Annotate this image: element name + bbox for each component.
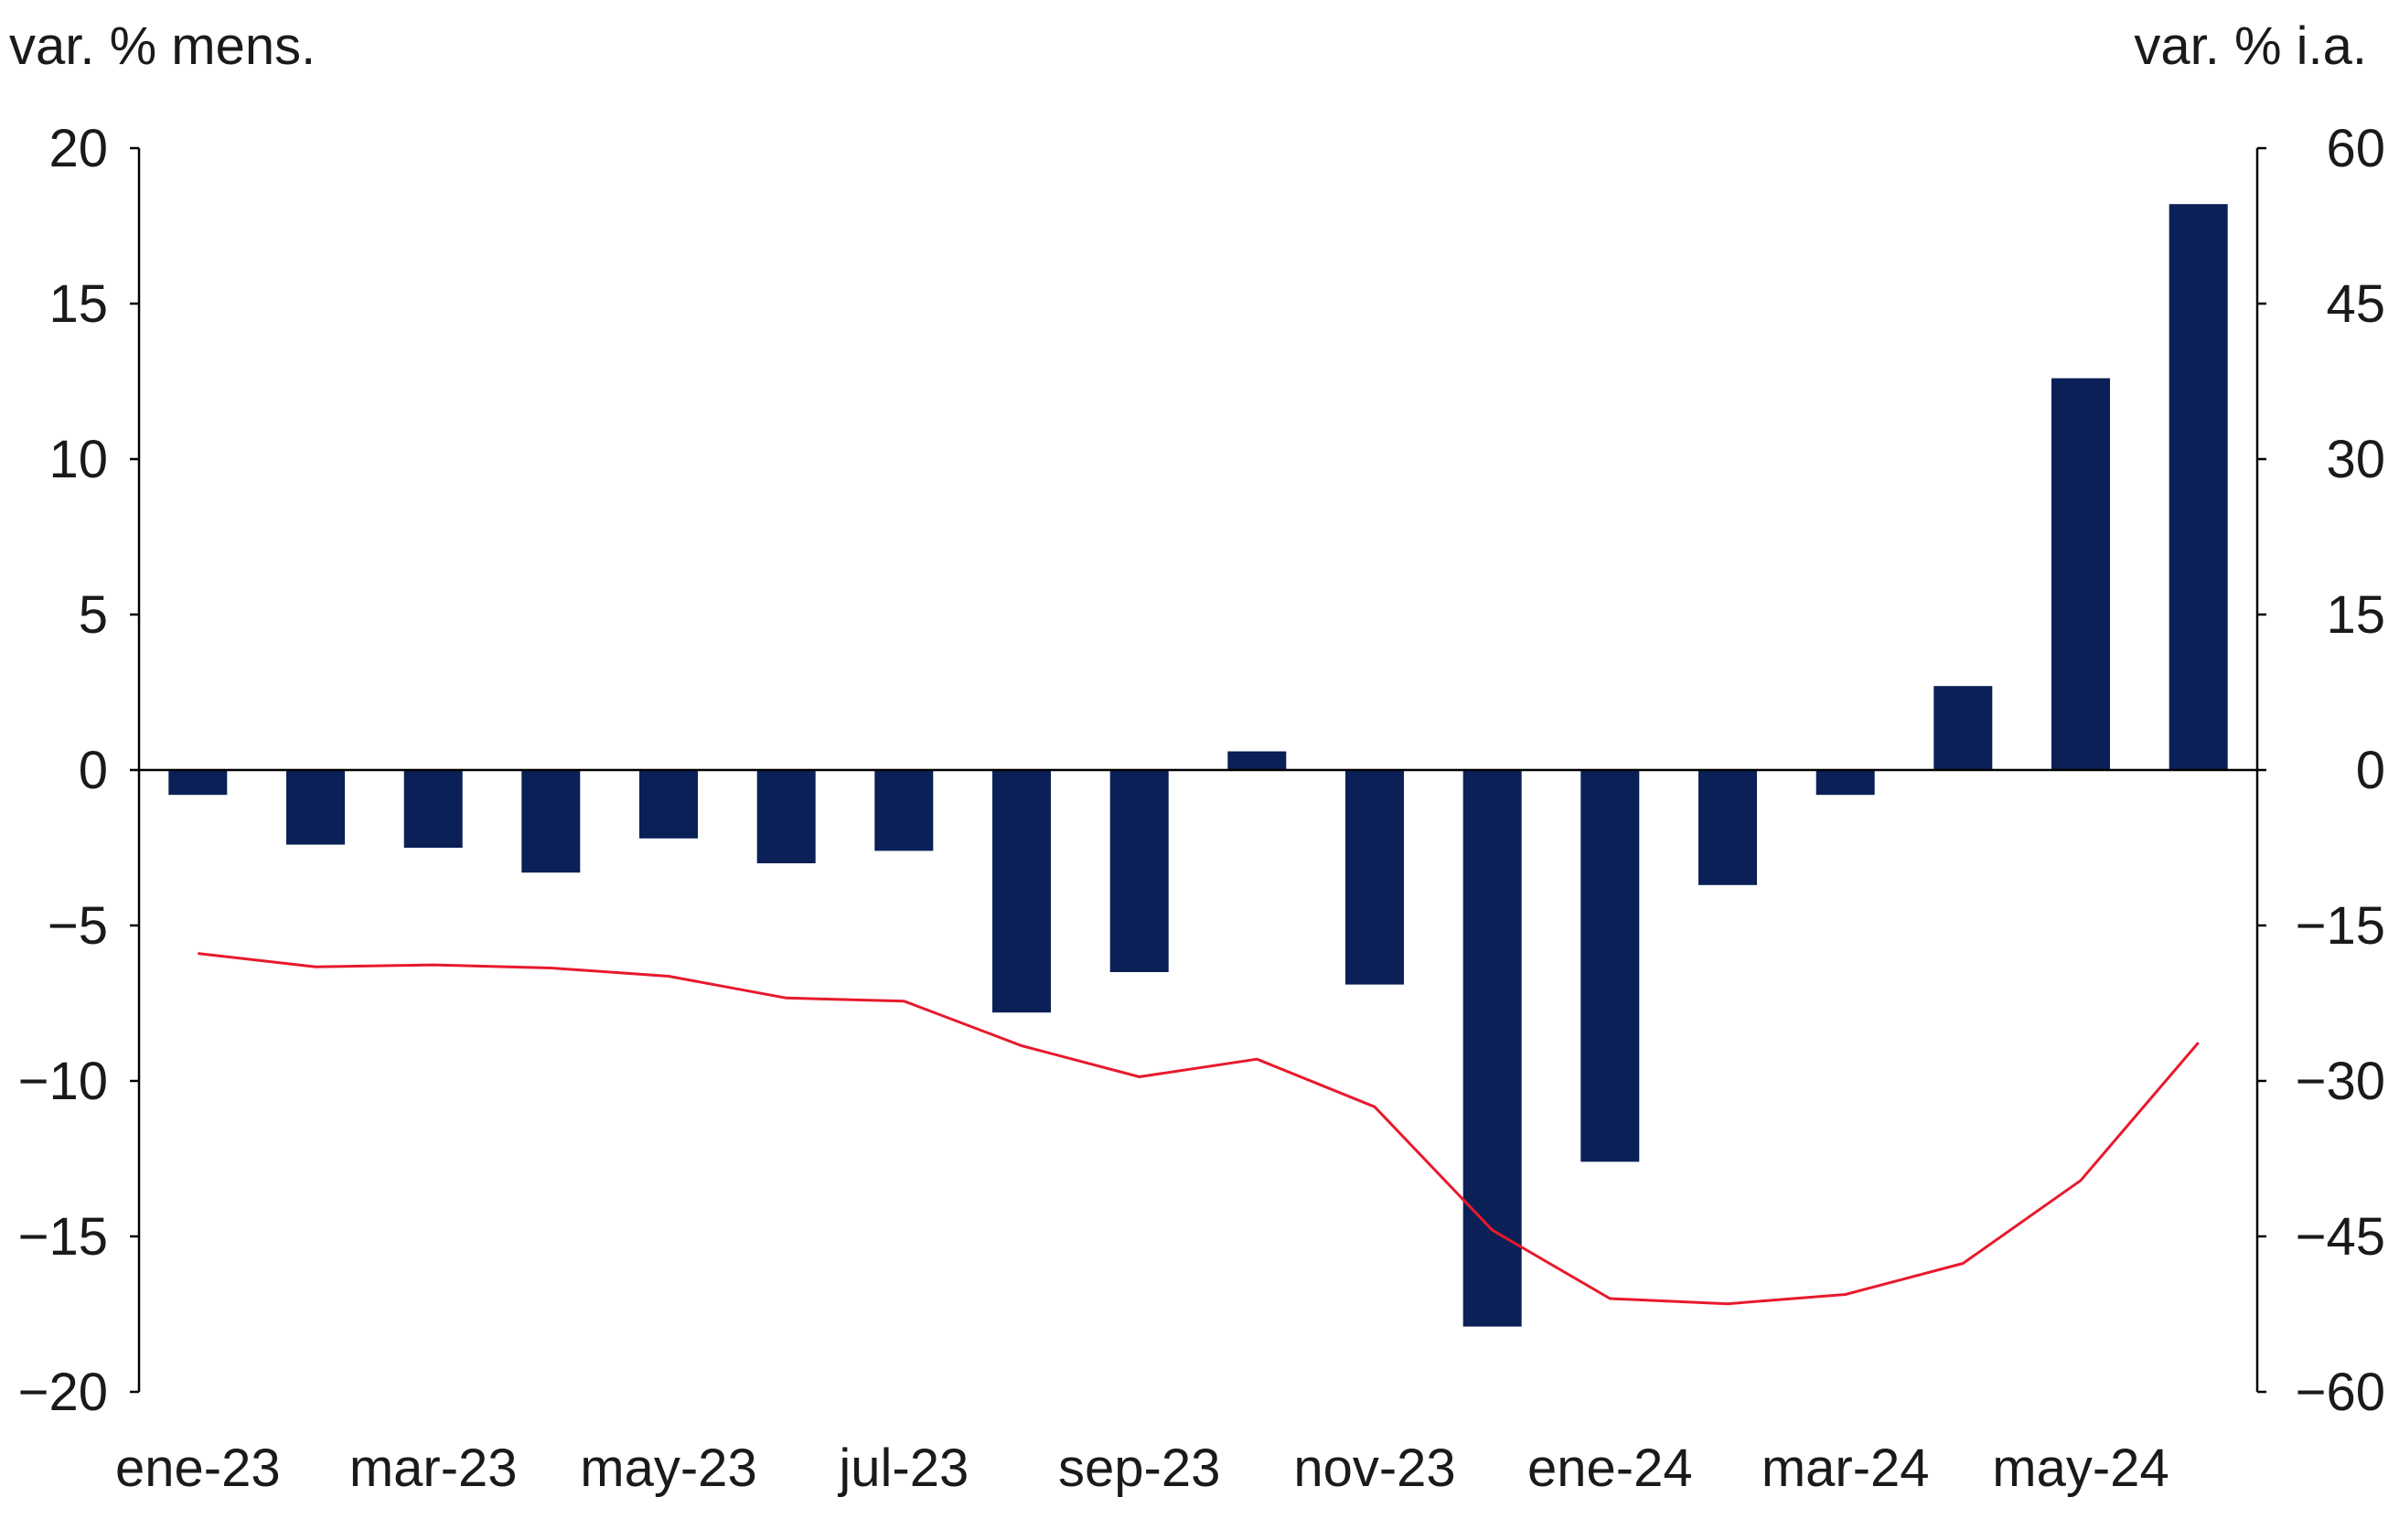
left-tick-label: −20 (18, 1363, 108, 1422)
right-axis-title: var. % i.a. (2134, 16, 2367, 76)
bar-ago-23 (992, 770, 1051, 1013)
bar-may-24 (2051, 378, 2110, 770)
x-tick-label: mar-24 (1762, 1438, 1930, 1498)
right-tick-label: −60 (2296, 1363, 2385, 1422)
x-tick-label: ene-23 (115, 1438, 281, 1498)
bar-sep-23 (1109, 770, 1169, 972)
right-tick-label: −15 (2296, 896, 2385, 956)
right-tick-label: 15 (2326, 585, 2385, 645)
x-tick-label: may-24 (1992, 1438, 2169, 1498)
bar-mar-24 (1815, 770, 1875, 796)
bar-oct-23 (1227, 751, 1287, 770)
bar-abr-24 (1933, 686, 1993, 770)
left-tick-label: 5 (79, 585, 108, 645)
bar-feb-24 (1698, 770, 1757, 885)
bar-jun-23 (756, 770, 816, 863)
x-tick-label: ene-24 (1527, 1438, 1693, 1498)
right-tick-label: −30 (2296, 1052, 2385, 1111)
line-yoy (198, 952, 2200, 1306)
bar-jun-24 (2169, 204, 2228, 770)
line-series (198, 952, 2200, 1306)
right-axis-ticks: 60 45 30 15 0 −15 −30 −45 −60 (2257, 119, 2385, 1422)
right-tick-label: 60 (2326, 119, 2385, 178)
left-tick-label: 20 (48, 119, 108, 178)
x-tick-label: jul-23 (837, 1438, 969, 1498)
right-tick-label: 30 (2326, 430, 2385, 489)
bar-series (168, 204, 2228, 1327)
bar-jul-23 (874, 770, 934, 851)
bar-may-23 (639, 770, 698, 839)
left-tick-label: −15 (18, 1207, 108, 1267)
x-axis-ticks: ene-23 mar-23 may-23 jul-23 sep-23 nov-23 ene-… (115, 1438, 2169, 1498)
left-tick-label: 0 (79, 741, 108, 800)
right-tick-label: 45 (2326, 274, 2385, 334)
x-tick-label: mar-23 (349, 1438, 518, 1498)
x-tick-label: may-23 (580, 1438, 756, 1498)
left-tick-label: 10 (48, 430, 108, 489)
right-tick-label: 0 (2356, 741, 2385, 800)
x-tick-label: nov-23 (1293, 1438, 1455, 1498)
bar-ene-24 (1580, 770, 1640, 1162)
left-tick-label: 15 (48, 274, 108, 334)
left-axis-title: var. % mens. (9, 16, 316, 76)
left-tick-label: −10 (18, 1052, 108, 1111)
left-axis-ticks: 20 15 10 5 0 −5 −10 −15 −20 (18, 119, 139, 1422)
bar-dic-23 (1462, 770, 1522, 1327)
left-tick-label: −5 (48, 896, 108, 956)
x-tick-label: sep-23 (1058, 1438, 1220, 1498)
bar-ene-23 (168, 770, 228, 796)
bar-mar-23 (403, 770, 463, 848)
bar-nov-23 (1345, 770, 1404, 985)
right-tick-label: −45 (2296, 1207, 2385, 1267)
bar-abr-23 (521, 770, 581, 873)
bar-feb-23 (286, 770, 345, 845)
axes (137, 148, 2259, 1392)
